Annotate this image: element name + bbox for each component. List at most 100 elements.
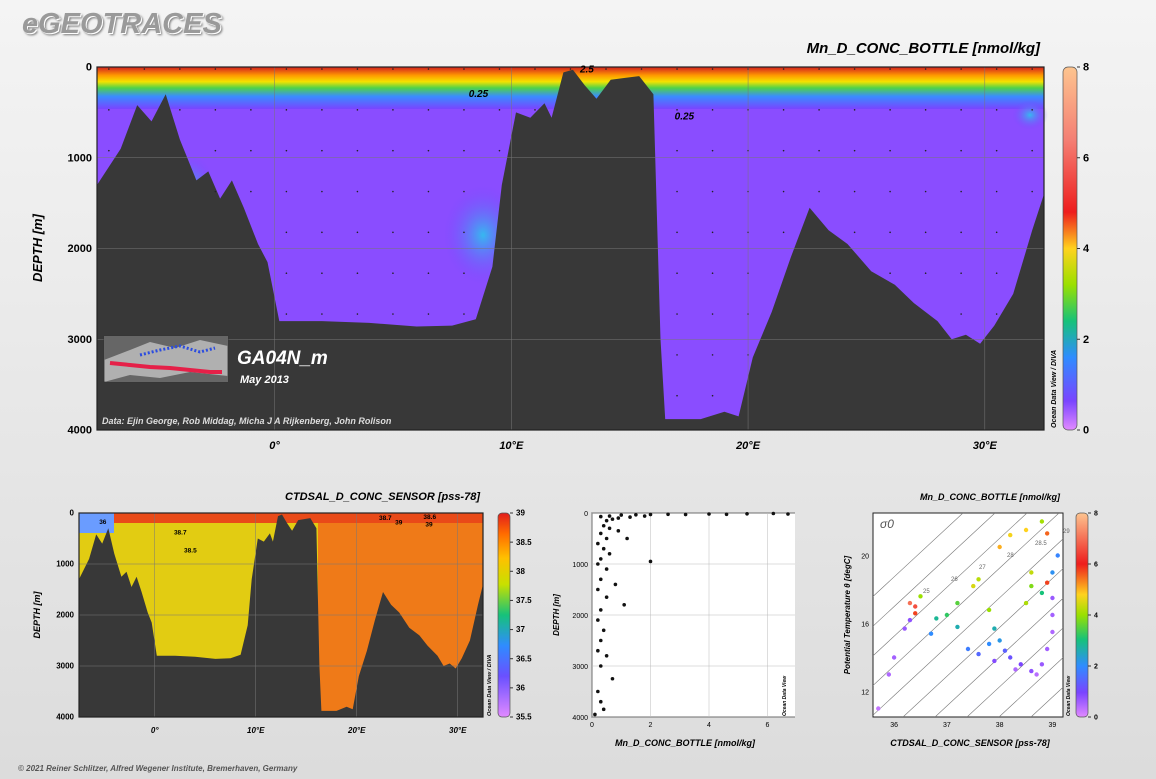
data-point [886,672,892,677]
data-point [634,512,638,517]
salinity-side-note: Ocean Data View / DIVA [487,655,493,716]
sample-dot [924,109,927,111]
sample-dot [356,109,359,111]
data-point [907,617,913,623]
data-point [1002,648,1008,653]
isopycnal-line [873,513,996,627]
data-point [625,536,629,541]
data-point [907,600,913,606]
sample-dot [640,68,643,70]
sample-dot [392,109,394,111]
sample-dot [392,231,394,234]
y-tick-label: 3000 [572,664,588,671]
main-y-axis-label: DEPTH [m] [30,213,45,282]
data-point [596,562,600,566]
data-point [997,544,1002,550]
data-point [598,664,603,668]
sample-dot [782,109,785,111]
sample-dot [889,109,891,111]
sample-dot [960,149,962,152]
sample-dot [427,231,430,234]
salinity-colorbar [497,512,511,718]
data-point [607,514,612,518]
isopycnal-label: 26 [951,577,958,583]
sample-dot [853,190,856,193]
x-tick-label: 6 [766,722,770,729]
seafloor-bathymetry [97,69,1044,430]
sample-dot [392,68,394,70]
data-point [955,600,960,606]
sample-dot [463,149,465,152]
sample-dot [711,109,714,111]
sample-dot [853,109,856,111]
sample-dot [392,190,394,193]
sample-dot [889,68,891,70]
main-section-chart: 0 1000 2000 3000 4000 0° 10°E 20°E 30°E 2.5 0.25… [30,40,1090,452]
y-tick-label: 1000 [572,562,588,569]
colorbar-tick-label: 39 [516,509,525,518]
data-point [619,513,624,517]
sample-dot [1031,109,1033,111]
data-point [628,515,632,519]
sample-dot [676,231,678,234]
sample-dot [711,354,714,356]
sample-dot [889,149,891,152]
salinity-chart-title: CTDSAL_D_CONC_SENSOR [pss-78] [285,491,480,503]
sample-dot [853,231,856,234]
y-tick-label: 16 [861,622,869,629]
data-point [934,616,939,621]
x-tick-label: 38 [996,722,1004,729]
sample-dot [250,68,252,70]
sample-dot [924,149,927,152]
sample-dot [285,231,288,234]
data-point [607,526,612,531]
ts-x-axis-label: CTDSAL_D_CONC_SENSOR [pss-78] [890,738,1051,748]
data-point [1039,590,1045,596]
data-point [616,529,621,533]
data-point [955,624,960,630]
contour-label: 2.5 [579,64,594,75]
sample-dot [427,109,430,111]
sample-dot [960,109,962,111]
sample-dot [321,272,323,274]
sample-dot [427,272,430,274]
data-point [683,512,688,517]
sample-dot [960,231,962,234]
colorbar-tick-label: 37 [516,625,525,634]
profile-side-note: Ocean Data View [782,675,788,716]
isopycnal-line [873,513,1028,657]
data-point [976,577,981,582]
sample-dot [321,190,323,193]
data-point [771,511,776,516]
data-point [666,512,670,517]
sample-dot [711,149,714,152]
data-point [604,518,609,523]
data-point [613,582,618,587]
sample-dot [108,68,110,70]
sample-dot [676,109,678,111]
sample-dot [321,109,323,111]
data-point [707,512,711,516]
data-point [745,511,749,516]
data-point [598,557,603,561]
colorbar-tick-label: 4 [1094,612,1098,619]
sample-dot [995,313,998,315]
data-point [601,628,606,633]
sample-dot [285,149,288,152]
sample-dot [321,149,323,152]
sample-dot [995,149,998,152]
data-point [610,676,615,681]
data-point [598,514,603,519]
data-point [876,706,881,711]
sample-dot [889,231,891,234]
data-point [596,541,600,546]
data-point [598,608,603,612]
data-point [902,626,907,631]
y-tick-label: 12 [861,690,869,697]
ts-density-label: σ0 [880,517,894,531]
sample-dot [427,190,430,193]
data-point [596,587,600,592]
sample-dot [711,190,714,193]
data-point [1013,667,1018,672]
sample-dot [463,272,465,274]
